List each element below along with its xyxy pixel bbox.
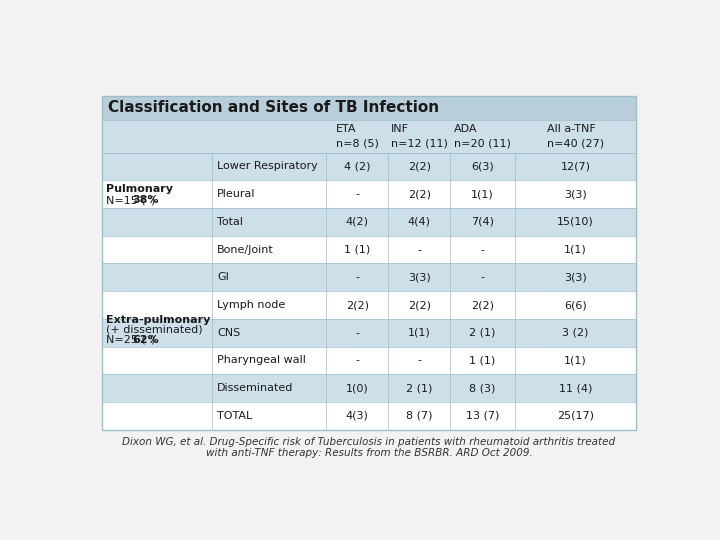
Text: -: - [418, 245, 421, 254]
Text: 1(1): 1(1) [408, 328, 431, 338]
Text: Bone/Joint: Bone/Joint [217, 245, 274, 254]
Text: Total: Total [217, 217, 243, 227]
Text: ): ) [150, 335, 154, 345]
Text: 1(0): 1(0) [346, 383, 369, 393]
Text: ): ) [150, 195, 154, 205]
Text: Pulmonary: Pulmonary [107, 184, 174, 194]
Text: 25(17): 25(17) [557, 411, 594, 421]
Bar [102, 180, 636, 208]
Text: N=25 (: N=25 ( [107, 335, 146, 345]
Text: 1(1): 1(1) [564, 245, 587, 254]
Bar [102, 374, 636, 402]
Text: Pleural: Pleural [217, 189, 256, 199]
Text: N=15 (: N=15 ( [107, 195, 146, 205]
Text: 38%: 38% [132, 195, 159, 205]
Text: 1 (1): 1 (1) [344, 245, 371, 254]
Bar [102, 153, 636, 180]
Text: 3(3): 3(3) [408, 272, 431, 282]
Bar [102, 208, 636, 236]
Text: ETA
n=8 (5): ETA n=8 (5) [336, 124, 379, 148]
Text: -: - [356, 328, 359, 338]
Text: Dixon WG, et al. Drug-Specific risk of Tuberculosis in patients with rheumatoid : Dixon WG, et al. Drug-Specific risk of T… [122, 437, 616, 447]
Text: 2(2): 2(2) [408, 161, 431, 171]
Bar [102, 347, 636, 374]
Text: -: - [480, 272, 485, 282]
Text: 8 (3): 8 (3) [469, 383, 496, 393]
Text: 2(2): 2(2) [471, 300, 494, 310]
Text: INF
n=12 (11): INF n=12 (11) [391, 124, 448, 148]
Text: 3(3): 3(3) [564, 189, 587, 199]
Text: 1 (1): 1 (1) [469, 355, 495, 366]
Bar [102, 96, 636, 120]
Bar [102, 319, 636, 347]
Text: -: - [480, 245, 485, 254]
Text: 4(3): 4(3) [346, 411, 369, 421]
Text: 2 (1): 2 (1) [406, 383, 433, 393]
Text: Disseminated: Disseminated [217, 383, 294, 393]
Text: 8 (7): 8 (7) [406, 411, 433, 421]
Text: 1(1): 1(1) [471, 189, 494, 199]
Text: 11 (4): 11 (4) [559, 383, 593, 393]
Text: Lymph node: Lymph node [217, 300, 285, 310]
Text: 2(2): 2(2) [346, 300, 369, 310]
Text: 4 (2): 4 (2) [344, 161, 371, 171]
Text: 6(6): 6(6) [564, 300, 587, 310]
Text: 2 (1): 2 (1) [469, 328, 496, 338]
Bar [102, 402, 636, 430]
Text: 1(1): 1(1) [564, 355, 587, 366]
Text: -: - [356, 189, 359, 199]
Text: ADA
n=20 (11): ADA n=20 (11) [454, 124, 511, 148]
Text: 6(3): 6(3) [471, 161, 494, 171]
Text: 12(7): 12(7) [561, 161, 590, 171]
Text: -: - [356, 355, 359, 366]
Text: -: - [418, 355, 421, 366]
Text: 2(2): 2(2) [408, 300, 431, 310]
Bar [102, 120, 636, 153]
Text: All a-TNF
n=40 (27): All a-TNF n=40 (27) [547, 124, 604, 148]
Text: 15(10): 15(10) [557, 217, 594, 227]
Text: -: - [356, 272, 359, 282]
Text: Pharyngeal wall: Pharyngeal wall [217, 355, 306, 366]
Text: with anti-TNF therapy: Results from the BSRBR. ARD Oct 2009.: with anti-TNF therapy: Results from the … [206, 448, 532, 458]
Text: GI: GI [217, 272, 229, 282]
Text: CNS: CNS [217, 328, 240, 338]
Text: Extra-pulmonary: Extra-pulmonary [107, 315, 211, 325]
Bar [102, 291, 636, 319]
Text: TOTAL: TOTAL [217, 411, 252, 421]
Text: 4(2): 4(2) [346, 217, 369, 227]
Text: 4(4): 4(4) [408, 217, 431, 227]
Text: 62%: 62% [132, 335, 159, 345]
Text: 3(3): 3(3) [564, 272, 587, 282]
Text: 13 (7): 13 (7) [466, 411, 499, 421]
Text: Lower Respiratory: Lower Respiratory [217, 161, 318, 171]
Text: 3 (2): 3 (2) [562, 328, 589, 338]
Bar [102, 236, 636, 264]
Text: 7(4): 7(4) [471, 217, 494, 227]
Bar [102, 264, 636, 291]
Bar [102, 96, 636, 430]
Text: 2(2): 2(2) [408, 189, 431, 199]
Text: Classification and Sites of TB Infection: Classification and Sites of TB Infection [108, 100, 439, 116]
Text: (+ disseminated): (+ disseminated) [107, 325, 203, 335]
